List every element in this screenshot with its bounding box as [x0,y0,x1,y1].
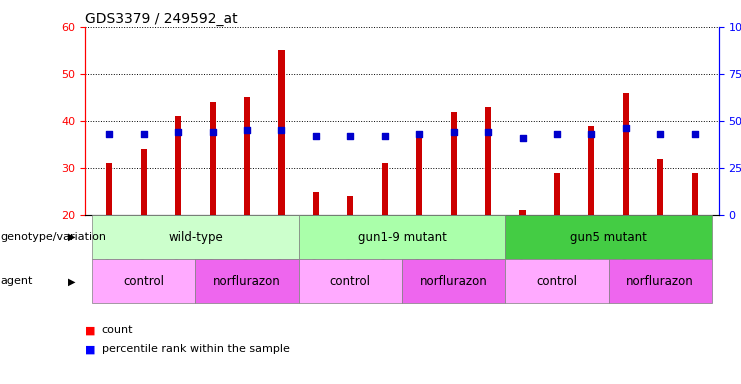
Text: ■: ■ [85,325,96,335]
Bar [244,98,250,309]
Point [482,129,494,135]
Bar [554,173,560,309]
Point [688,131,700,137]
Bar [348,196,353,309]
Text: agent: agent [1,276,33,286]
Text: norflurazon: norflurazon [213,275,281,288]
Point [551,131,563,137]
Bar [416,135,422,309]
Point [310,133,322,139]
Point [654,131,666,137]
Text: control: control [123,275,165,288]
Text: control: control [536,275,577,288]
Text: count: count [102,325,133,335]
Text: wild-type: wild-type [168,231,223,243]
Bar [175,116,182,309]
Point [516,135,528,141]
Point [276,127,288,134]
Point [620,126,632,132]
Bar [141,149,147,309]
Point [104,131,116,137]
Point [207,129,219,135]
Text: percentile rank within the sample: percentile rank within the sample [102,344,290,354]
Text: genotype/variation: genotype/variation [1,232,107,242]
Bar [279,50,285,309]
Bar [210,102,216,309]
Bar [382,163,388,309]
Point [172,129,184,135]
Bar [622,93,629,309]
Bar [106,163,113,309]
Point [241,127,253,134]
Text: control: control [330,275,370,288]
Bar [485,107,491,309]
Bar [588,126,594,309]
Text: gun1-9 mutant: gun1-9 mutant [358,231,446,243]
Text: ▶: ▶ [68,276,76,286]
Text: GDS3379 / 249592_at: GDS3379 / 249592_at [85,12,238,26]
Text: ■: ■ [85,344,96,354]
Text: ▶: ▶ [68,232,76,242]
Point [345,133,356,139]
Point [379,133,391,139]
Text: norflurazon: norflurazon [626,275,694,288]
Point [413,131,425,137]
Bar [451,112,456,309]
Bar [519,210,525,309]
Point [448,129,459,135]
Point [138,131,150,137]
Text: norflurazon: norflurazon [419,275,488,288]
Text: gun5 mutant: gun5 mutant [570,231,647,243]
Bar [691,173,698,309]
Point [585,131,597,137]
Bar [657,159,663,309]
Bar [313,192,319,309]
